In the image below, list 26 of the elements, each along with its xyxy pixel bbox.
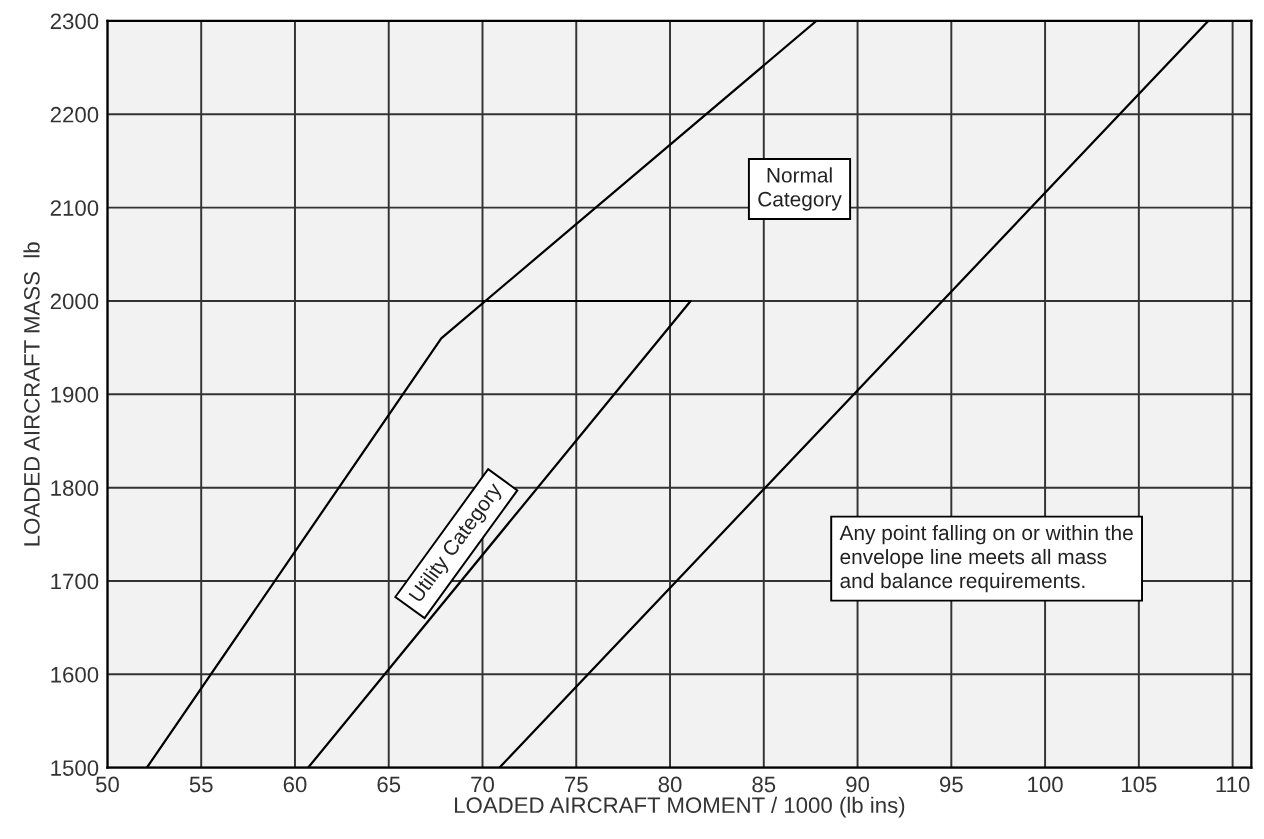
x-tick-label: 70 (471, 776, 494, 793)
x-tick-label: 110 (1216, 776, 1250, 793)
y-tick-label: 1700 (51, 573, 99, 590)
annotation: Any point falling on or within the envelope line meets all mass and balance requirements. (839, 524, 1133, 593)
y-tick-label: 2000 (50, 293, 99, 310)
x-tick-label: 95 (940, 776, 963, 793)
x-tick-label: 55 (189, 776, 213, 793)
y-tick-label: 1500 (51, 760, 99, 776)
y-tick-label: 2100 (50, 200, 99, 216)
x-tick-label: 65 (377, 776, 401, 793)
x-tick-label: 50 (95, 776, 119, 793)
x-tick-label: 75 (565, 776, 588, 793)
y-tick-label: 1800 (51, 480, 99, 496)
x-tick-label: 90 (846, 776, 870, 793)
x-tick-label: 60 (283, 776, 307, 793)
y-tick-label: 2200 (50, 106, 99, 123)
y-axis-title: LOADED AIRCRAFT MASS lb (23, 242, 40, 546)
annotation: Normal Category (758, 167, 842, 211)
x-tick-label: 80 (658, 776, 682, 793)
x-axis-title: LOADED AIRCRAFT MOMENT / 1000 (lb ins) (455, 796, 905, 818)
y-tick-label: 2300 (50, 13, 99, 30)
x-tick-label: 105 (1122, 776, 1157, 793)
y-tick-label: 1900 (51, 386, 99, 403)
x-tick-label: 85 (752, 776, 776, 793)
y-tick-label: 1600 (51, 666, 99, 683)
x-tick-label: 100 (1028, 776, 1063, 793)
